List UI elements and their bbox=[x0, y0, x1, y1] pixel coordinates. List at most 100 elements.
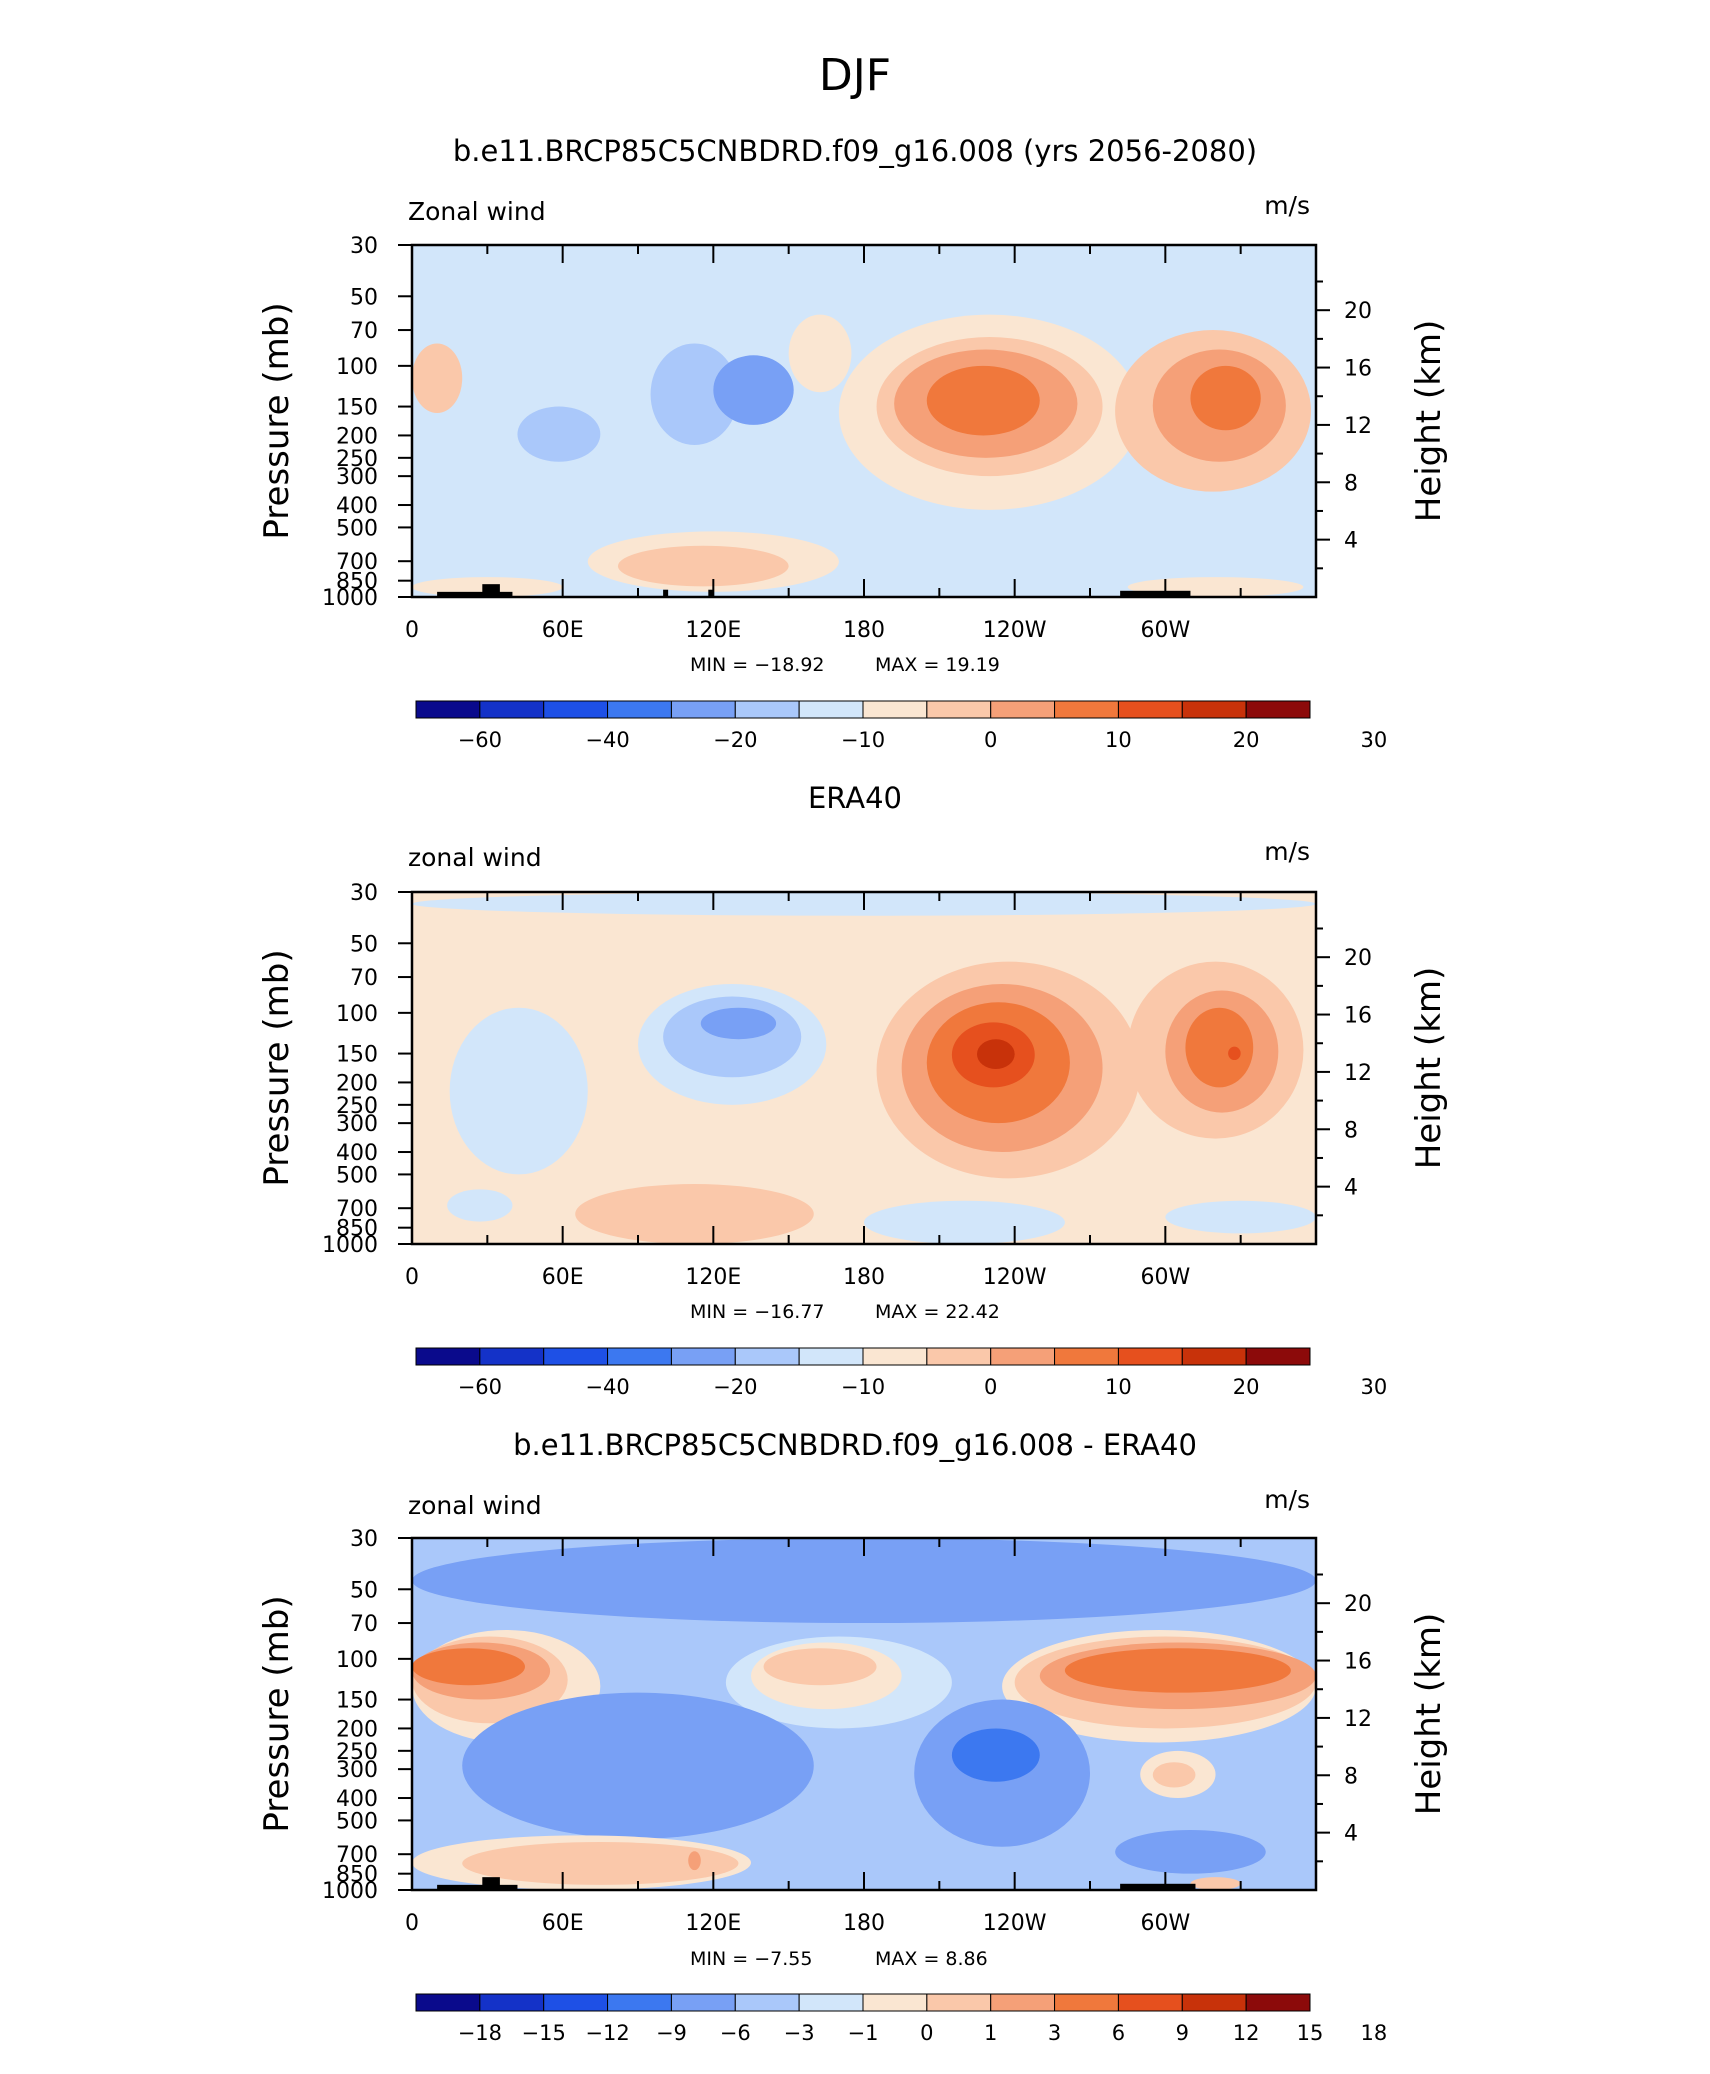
right-axis-label: Height (km) bbox=[1409, 320, 1449, 523]
colorbar-box bbox=[543, 700, 609, 719]
y-tick-label: 300 bbox=[336, 1112, 378, 1137]
x-tick-label: 120E bbox=[685, 1265, 741, 1290]
y-tick-label: 400 bbox=[336, 494, 378, 519]
contour-region bbox=[447, 1189, 513, 1222]
y-tick-label: 70 bbox=[350, 966, 378, 991]
variable-label: Zonal wind bbox=[408, 197, 546, 226]
right-tick-label: 4 bbox=[1344, 1822, 1358, 1847]
colorbar-box bbox=[990, 1993, 1056, 2012]
x-tick-label: 120E bbox=[685, 1911, 741, 1936]
colorbar-box bbox=[798, 1347, 864, 1366]
colorbar-box bbox=[1181, 700, 1247, 719]
colorbar-box bbox=[798, 1993, 864, 2012]
y-tick-label: 150 bbox=[336, 396, 378, 421]
y-tick-label: 100 bbox=[336, 355, 378, 380]
contour-region bbox=[700, 1007, 777, 1040]
colorbar-label: 0 bbox=[984, 1375, 997, 1399]
colorbar: −60 −40 −20 −10 0 10 20 30 bbox=[415, 700, 1387, 752]
y-tick-label: 150 bbox=[336, 1043, 378, 1068]
units-label: m/s bbox=[1264, 1485, 1310, 1514]
colorbar-label: 30 bbox=[1360, 1375, 1387, 1399]
colorbar-label: −1 bbox=[848, 2021, 879, 2045]
colorbar-label: 10 bbox=[1105, 1375, 1132, 1399]
contour-region bbox=[650, 343, 739, 446]
variable-label: zonal wind bbox=[408, 843, 542, 872]
min-label: MIN = −16.77 bbox=[690, 1301, 825, 1323]
contour-region bbox=[1064, 1648, 1291, 1693]
right-tick-label: 12 bbox=[1344, 414, 1372, 439]
right-axis-label: Height (km) bbox=[1409, 967, 1449, 1170]
contour-region bbox=[977, 1039, 1015, 1070]
colorbar-label: −20 bbox=[713, 1375, 757, 1399]
colorbar-label: −60 bbox=[458, 728, 502, 752]
contour-region bbox=[1115, 1829, 1266, 1874]
colorbar-label: −10 bbox=[841, 1375, 885, 1399]
terrain-block bbox=[437, 1884, 518, 1890]
y-tick-label: 400 bbox=[336, 1787, 378, 1812]
y-tick-label: 700 bbox=[336, 550, 378, 575]
y-tick-label: 300 bbox=[336, 465, 378, 490]
colorbar-box bbox=[1245, 700, 1311, 719]
contour-region bbox=[412, 1648, 525, 1686]
colorbar-label: 0 bbox=[984, 728, 997, 752]
y-tick-label: 500 bbox=[336, 1809, 378, 1834]
variable-label: zonal wind bbox=[408, 1491, 542, 1520]
colorbar-label: 6 bbox=[1112, 2021, 1125, 2045]
colorbar-label: −6 bbox=[720, 2021, 751, 2045]
right-tick-label: 8 bbox=[1344, 1118, 1358, 1143]
colorbar-box bbox=[670, 1993, 736, 2012]
contour-region bbox=[412, 1538, 1316, 1624]
y-tick-label: 250 bbox=[336, 447, 378, 472]
contour-region bbox=[926, 365, 1040, 436]
colorbar-box bbox=[1117, 1993, 1183, 2012]
colorbar-label: −3 bbox=[784, 2021, 815, 2045]
colorbar-box bbox=[607, 1993, 672, 2012]
colorbar-box bbox=[926, 1993, 992, 2012]
contour-region bbox=[462, 1842, 739, 1885]
colorbar-box bbox=[479, 700, 545, 719]
colorbar-box bbox=[734, 1347, 800, 1366]
right-tick-label: 20 bbox=[1344, 1592, 1372, 1617]
colorbar-box bbox=[1054, 700, 1119, 719]
colorbar-box bbox=[862, 1347, 928, 1366]
colorbar-label: 15 bbox=[1297, 2021, 1324, 2045]
contour-plot bbox=[412, 892, 1316, 1244]
colorbar-box bbox=[1117, 700, 1183, 719]
max-label: MAX = 22.42 bbox=[875, 1301, 1000, 1323]
colorbar-box bbox=[1054, 1993, 1119, 2012]
x-tick-label: 60W bbox=[1140, 618, 1190, 643]
panel-difference: b.e11.BRCP85C5CNBDRD.f09_g16.008 - ERA40… bbox=[257, 1428, 1449, 2045]
colorbar-box bbox=[670, 1347, 736, 1366]
right-tick-label: 8 bbox=[1344, 1764, 1358, 1789]
contour-region bbox=[617, 545, 789, 587]
y-tick-label: 300 bbox=[336, 1758, 378, 1783]
right-axis-label: Height (km) bbox=[1409, 1613, 1449, 1816]
panel-era40: ERA40 zonal wind m/s 0 60E 120E 180 120W 60W 3… bbox=[257, 781, 1449, 1399]
y-tick-label: 70 bbox=[350, 319, 378, 344]
y-tick-label: 250 bbox=[336, 1740, 378, 1765]
x-tick-label: 60E bbox=[542, 1265, 584, 1290]
y-tick-label: 200 bbox=[336, 1071, 378, 1096]
y-tick-label: 150 bbox=[336, 1689, 378, 1714]
units-label: m/s bbox=[1264, 837, 1310, 866]
colorbar-label: 1 bbox=[984, 2021, 997, 2045]
y-axis-label: Pressure (mb) bbox=[257, 949, 297, 1186]
y-tick-label: 70 bbox=[350, 1612, 378, 1637]
y-tick-label: 200 bbox=[336, 424, 378, 449]
x-tick-label: 0 bbox=[405, 1911, 419, 1936]
x-tick-label: 120E bbox=[685, 618, 741, 643]
contour-region bbox=[713, 355, 794, 425]
colorbar-label: 9 bbox=[1176, 2021, 1189, 2045]
colorbar-box bbox=[734, 1993, 800, 2012]
colorbar-box bbox=[1117, 1347, 1183, 1366]
y-tick-label: 400 bbox=[336, 1141, 378, 1166]
units-label: m/s bbox=[1264, 191, 1310, 220]
colorbar-label: −9 bbox=[656, 2021, 687, 2045]
colorbar-box bbox=[607, 1347, 672, 1366]
y-tick-label: 200 bbox=[336, 1717, 378, 1742]
x-tick-label: 0 bbox=[405, 618, 419, 643]
colorbar-box bbox=[543, 1347, 609, 1366]
y-tick-label: 30 bbox=[350, 881, 378, 906]
colorbar: −18 −15 −12 −9 −6 −3 −1 0 1 3 6 9 12 15 18 bbox=[415, 1993, 1387, 2045]
